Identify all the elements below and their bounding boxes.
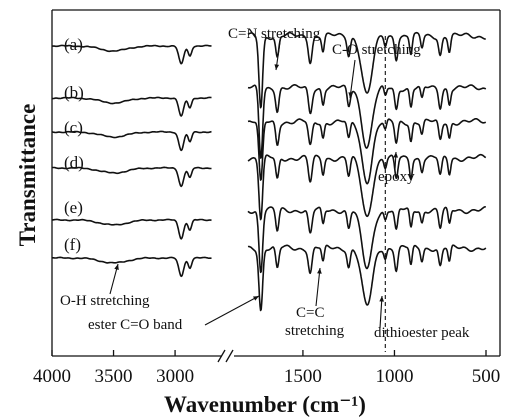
spectrum-left-3 [51, 130, 212, 152]
x-axis-title: Wavenumber (cm⁻¹) [164, 392, 366, 417]
spectrum-right-6 [247, 244, 487, 312]
spectrum-left-6 [51, 256, 212, 278]
series-label: (d) [64, 153, 84, 172]
x-tick-label: 1500 [284, 366, 322, 387]
annotation-arrow-cn-head [274, 64, 280, 70]
annotation-arrow-ester [204, 295, 260, 326]
spectrum-left-4 [51, 166, 212, 188]
x-tick-label: 4000 [33, 366, 71, 387]
x-tick-label: 500 [472, 366, 501, 387]
annotation-arrow-dithioester-head [379, 296, 384, 302]
annotation-arrow-co-head [348, 92, 354, 98]
spectrum-left-2 [51, 96, 212, 117]
annotation-label: stretching [285, 323, 345, 339]
annotation-label: ester C=O band [88, 317, 183, 333]
spectrum-right-2 [247, 84, 487, 159]
series-label: (c) [64, 118, 83, 137]
spectrum-right-3 [247, 118, 487, 185]
annotation-label: C-O stretching [332, 42, 421, 58]
annotation-arrow-cc [315, 267, 321, 307]
axis-break-mark [217, 349, 234, 363]
spectrum-right-4 [247, 153, 487, 221]
annotation-arrow-ester-head [253, 296, 259, 301]
annotation-label: C=C [296, 305, 324, 321]
series-label: (e) [64, 198, 83, 217]
spectrum-right-5 [247, 206, 487, 274]
spectrum-left-5 [51, 218, 212, 240]
spectrum-right-1 [247, 31, 487, 109]
x-tick-label: 3500 [95, 366, 133, 387]
x-tick-label: 1000 [375, 366, 413, 387]
series-label: (b) [64, 83, 84, 102]
annotation-label: C=N stretching [228, 26, 321, 42]
annotation-arrow-cc-head [317, 268, 322, 274]
series-label: (f) [64, 235, 81, 254]
series-label: (a) [64, 35, 83, 54]
annotation-arrow-epoxy-head [393, 152, 399, 158]
annotation-arrow-co [349, 59, 356, 99]
annotation-arrow-oh-head [114, 264, 119, 270]
x-tick-label: 3000 [156, 366, 194, 387]
annotation-label: epoxy [378, 169, 415, 185]
spectrum-left-1 [51, 44, 212, 65]
y-axis-title: Transmittance [15, 104, 40, 247]
annotation-label: dithioester peak [374, 325, 470, 341]
annotation-label: O-H stretching [60, 293, 150, 309]
